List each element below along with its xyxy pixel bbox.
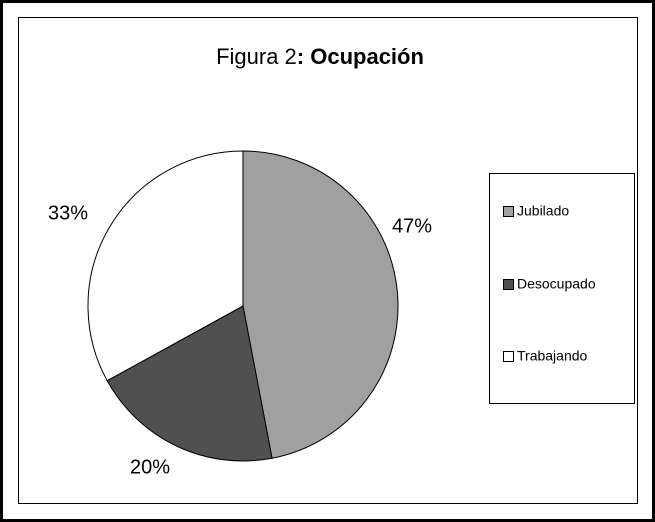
data-label: 20% [130, 456, 170, 478]
data-label: 47% [392, 215, 432, 237]
title-bold: : Ocupación [297, 44, 424, 69]
legend-label: Jubilado [517, 203, 569, 219]
legend-swatch [503, 206, 514, 217]
data-label: 33% [48, 202, 88, 224]
chart-title: Figura 2: Ocupación [216, 44, 424, 69]
pie-slice [87, 150, 244, 382]
title-regular: Figura 2 [216, 44, 297, 69]
legend-label: Trabajando [517, 348, 588, 364]
legend-swatch [503, 351, 514, 362]
pie-slice [242, 150, 399, 459]
legend-label: Desocupado [517, 276, 596, 292]
pie-slice [106, 305, 273, 462]
legend-swatch [503, 279, 514, 290]
chart-area [18, 17, 638, 504]
